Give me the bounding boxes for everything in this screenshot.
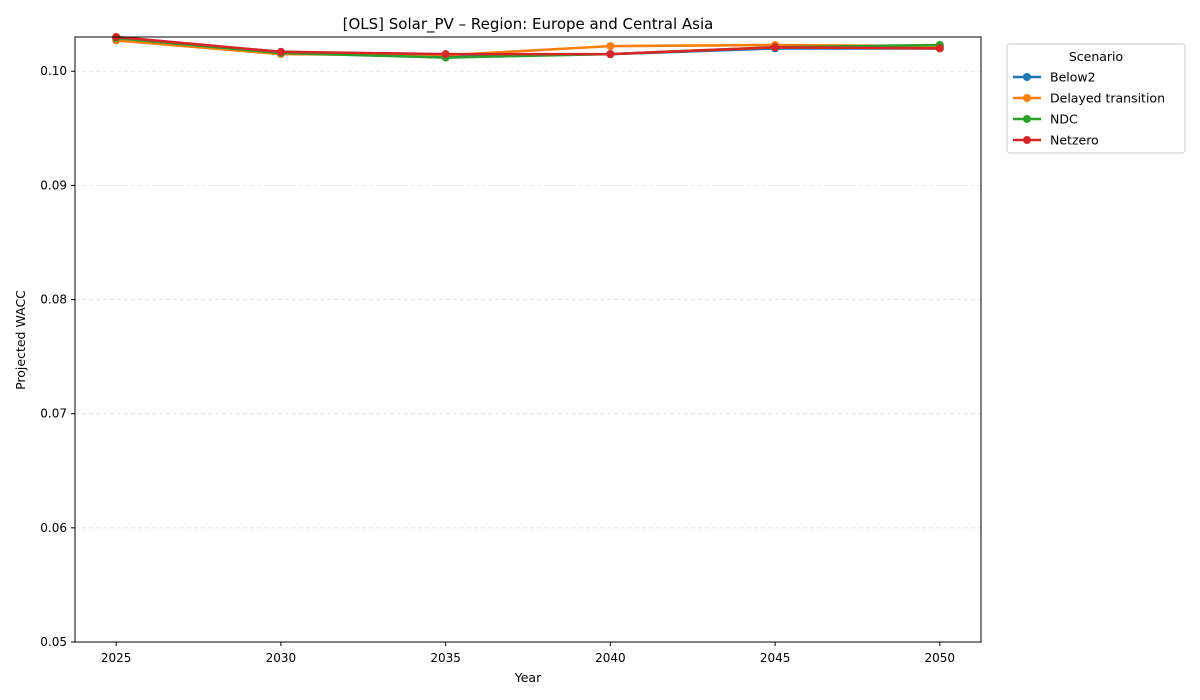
legend-marker [1023,115,1031,123]
y-gridlines [75,70,981,529]
legend-label: Delayed transition [1050,91,1165,106]
y-axis-ticks: 0.05 0.06 0.07 0.08 0.09 0.10 [40,64,75,649]
x-axis-label: Year [514,670,542,685]
y-tick-label: 0.07 [40,407,67,421]
x-tick-label: 2045 [760,651,791,665]
y-tick-label: 0.06 [40,521,67,535]
series-lines [112,33,944,62]
legend-title: Scenario [1069,49,1123,64]
chart-title: [OLS] Solar_PV – Region: Europe and Cent… [343,15,714,34]
plot-frame [74,36,982,643]
data-point [606,42,615,51]
data-point [441,50,450,59]
legend-marker [1023,73,1031,81]
x-tick-label: 2035 [430,651,461,665]
legend-entry: NDC [1013,112,1078,127]
series-netzero [112,33,944,59]
y-axis-label: Projected WACC [13,290,28,390]
legend-box [1006,43,1186,154]
y-tick-label: 0.09 [40,178,67,192]
data-point [771,43,780,52]
x-tick-label: 2030 [266,651,297,665]
data-point [935,44,944,53]
y-tick-label: 0.10 [40,64,67,78]
legend-label: Netzero [1050,133,1099,148]
legend-label: Below2 [1050,70,1096,85]
legend-marker [1023,94,1031,102]
data-point [606,50,615,59]
series-line [114,35,942,56]
legend-marker [1023,136,1031,144]
x-tick-label: 2040 [595,651,626,665]
legend-label: NDC [1050,112,1078,127]
y-tick-label: 0.08 [40,293,67,307]
legend: Scenario Below2 Delayed transition NDC Netz… [1006,43,1186,154]
y-tick-label: 0.05 [40,635,67,649]
legend-entry: Delayed transition [1013,91,1165,106]
legend-entry: Netzero [1013,133,1099,148]
x-tick-label: 2025 [101,651,132,665]
legend-entry: Below2 [1013,70,1096,85]
x-axis-ticks: 2025 2030 2035 2040 2045 2050 [101,642,955,665]
series-line [114,39,942,57]
data-point [276,47,285,56]
x-tick-label: 2050 [925,651,956,665]
